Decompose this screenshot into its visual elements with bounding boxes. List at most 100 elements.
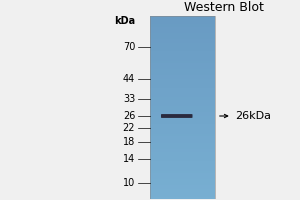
Bar (150, 189, 215, 190)
Bar (150, 128, 215, 129)
Bar (150, 127, 215, 128)
Bar (150, 173, 215, 174)
Bar (150, 179, 215, 180)
Text: Western Blot: Western Blot (184, 1, 264, 14)
Bar (150, 60, 215, 61)
Bar (150, 154, 215, 155)
Bar (150, 195, 215, 196)
Bar (150, 138, 215, 139)
Bar (150, 168, 215, 169)
Bar (150, 46, 215, 47)
Bar (150, 108, 215, 110)
Bar (150, 66, 215, 67)
Bar (150, 146, 215, 147)
Bar (150, 133, 215, 134)
Bar (150, 57, 215, 58)
Text: 44: 44 (123, 74, 135, 84)
Bar (150, 27, 215, 28)
Bar (150, 140, 215, 141)
Bar (150, 123, 215, 124)
Bar (150, 51, 215, 52)
Bar (150, 56, 215, 57)
Bar (150, 19, 215, 21)
Bar (150, 188, 215, 189)
Text: 70: 70 (123, 42, 135, 52)
Bar (150, 16, 215, 17)
Bar (150, 172, 215, 173)
Bar (150, 124, 215, 125)
Text: kDa: kDa (114, 16, 135, 26)
Bar (150, 161, 215, 162)
Bar (150, 197, 215, 199)
Bar (150, 129, 215, 130)
Bar (150, 117, 215, 118)
Text: 33: 33 (123, 94, 135, 104)
Bar (150, 44, 215, 45)
Bar (150, 78, 215, 79)
Bar (150, 147, 215, 149)
Text: 26: 26 (123, 111, 135, 121)
Bar (150, 24, 215, 25)
Bar (150, 35, 215, 36)
Bar (150, 113, 215, 114)
Bar (150, 49, 215, 50)
Text: 18: 18 (123, 137, 135, 147)
Bar (150, 119, 215, 121)
Bar (150, 65, 215, 66)
Bar (150, 36, 215, 38)
Bar (150, 67, 215, 68)
Bar (150, 39, 215, 40)
Text: 22: 22 (123, 123, 135, 133)
Bar (150, 135, 215, 136)
Bar (150, 34, 215, 35)
Bar (150, 185, 215, 186)
Bar (150, 194, 215, 195)
Bar (150, 16, 215, 199)
Bar (150, 101, 215, 102)
Bar (150, 132, 215, 133)
Bar (150, 114, 215, 116)
Bar (150, 28, 215, 29)
Bar (150, 79, 215, 80)
Bar (150, 180, 215, 182)
Bar (150, 110, 215, 111)
Bar (150, 33, 215, 34)
Bar (150, 74, 215, 75)
Text: 14: 14 (123, 154, 135, 164)
Bar (150, 85, 215, 86)
Bar (150, 75, 215, 77)
Bar (150, 171, 215, 172)
Bar (150, 83, 215, 84)
Bar (150, 160, 215, 161)
Bar (150, 88, 215, 89)
Bar (150, 157, 215, 158)
Bar (150, 111, 215, 112)
Bar (150, 141, 215, 143)
Bar (150, 41, 215, 43)
Bar (150, 164, 215, 166)
Bar (150, 99, 215, 100)
Bar (150, 125, 215, 127)
Bar (150, 90, 215, 91)
Bar (150, 50, 215, 51)
Bar (150, 97, 215, 99)
Bar (150, 23, 215, 24)
Bar (150, 95, 215, 96)
Bar (150, 45, 215, 46)
Bar (150, 143, 215, 144)
Bar (150, 134, 215, 135)
Text: 10: 10 (123, 178, 135, 188)
Bar (150, 73, 215, 74)
Bar (150, 167, 215, 168)
FancyBboxPatch shape (161, 114, 193, 118)
Bar (150, 52, 215, 54)
Bar (150, 152, 215, 154)
Bar (150, 89, 215, 90)
Bar (150, 121, 215, 122)
Bar (150, 55, 215, 56)
Bar (150, 177, 215, 178)
Bar (150, 38, 215, 39)
Bar (150, 183, 215, 184)
Bar (150, 61, 215, 62)
Bar (150, 94, 215, 95)
